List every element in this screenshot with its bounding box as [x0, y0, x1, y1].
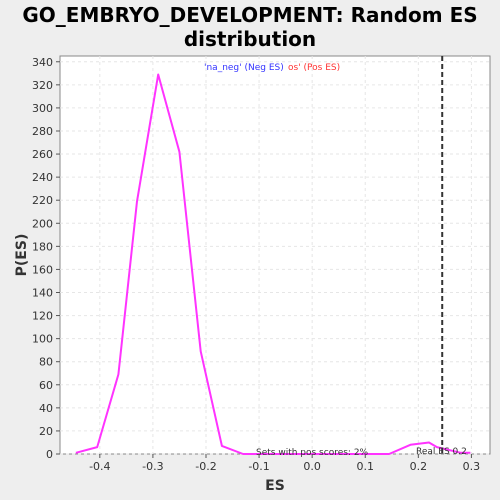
y-tick-label: 160 — [32, 263, 53, 276]
series-line — [75, 73, 471, 455]
grid-lines — [60, 56, 490, 455]
x-tick-label: -0.3 — [142, 460, 163, 473]
y-tick-label: 340 — [32, 56, 53, 69]
y-tick-label: 60 — [39, 379, 53, 392]
y-tick-label: 120 — [32, 310, 53, 323]
y-tick-label: 220 — [32, 194, 53, 207]
y-tick-label: 260 — [32, 148, 53, 161]
x-tick-label: -0.2 — [195, 460, 216, 473]
x-tick-label: 0.2 — [410, 460, 428, 473]
x-tick-label: 0.1 — [356, 460, 374, 473]
annotation-real-es: Real ES 0.2 — [416, 447, 467, 457]
chart-title-line1: GO_EMBRYO_DEVELOPMENT: Random ES — [22, 3, 477, 27]
y-tick-label: 320 — [32, 79, 53, 92]
y-tick-label: 40 — [39, 402, 53, 415]
y-tick-label: 180 — [32, 240, 53, 253]
y-tick-label: 240 — [32, 171, 53, 184]
chart-title-line2: distribution — [184, 27, 316, 51]
plot-area — [59, 55, 491, 455]
x-tick-label: 0.0 — [303, 460, 321, 473]
x-axis-ticks: -0.4 -0.3 -0.2 -0.1 0.0 0.1 0.2 0.3 — [89, 454, 480, 473]
y-tick-label: 100 — [32, 333, 53, 346]
y-tick-label: 20 — [39, 425, 53, 438]
y-tick-label: 280 — [32, 125, 53, 138]
y-tick-label: 200 — [32, 217, 53, 230]
x-tick-label: -0.4 — [89, 460, 110, 473]
y-tick-label: 140 — [32, 286, 53, 299]
y-tick-label: 80 — [39, 356, 53, 369]
legend-neg-es: 'na_neg' (Neg ES) — [204, 63, 284, 73]
legend-pos-es: os' (Pos ES) — [288, 63, 340, 73]
y-tick-label: 0 — [46, 448, 53, 461]
y-axis-ticks: 0 20 40 60 80 100 120 140 160 180 200 220 240 260 280 3… — [32, 56, 60, 461]
series-lines — [75, 73, 471, 455]
x-axis-label: ES — [265, 478, 285, 494]
y-axis-label: P(ES) — [14, 234, 30, 277]
y-tick-label: 300 — [32, 102, 53, 115]
x-tick-label: 0.3 — [463, 460, 481, 473]
x-tick-label: -0.1 — [248, 460, 269, 473]
annotation-sets-pos-scores: Sets with pos scores: 2% — [256, 448, 369, 458]
